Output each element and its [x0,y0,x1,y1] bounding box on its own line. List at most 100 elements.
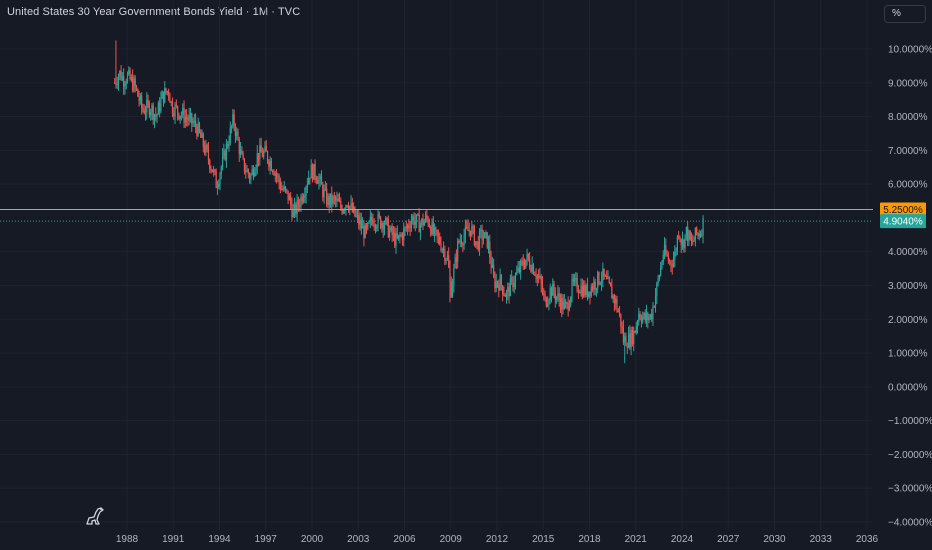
candle-body [278,175,280,183]
x-tick-label: 2009 [440,534,463,545]
candle-body [657,278,659,284]
candle-body [580,285,582,293]
candle-body [392,232,395,236]
candle-body [513,282,515,288]
candle-body [525,259,527,268]
candle-body [201,133,203,138]
candle-body [699,234,702,237]
candle-body [386,217,388,219]
candle-body [206,144,208,150]
candle-body [486,232,488,248]
candle-body [310,164,312,179]
candle-body [421,218,423,225]
candle-body [531,264,533,272]
candle-body [216,186,219,188]
candle-body [308,177,310,185]
candle-body [503,294,505,296]
candle-body [318,179,320,184]
candle-body [653,306,655,308]
candle-body [243,158,246,172]
candle-body [218,183,220,187]
candle-body [329,193,332,206]
candle-body [227,144,229,147]
candle-body [639,313,641,319]
x-tick-label: 1991 [162,534,185,545]
candle-body [562,298,564,310]
candle-body [423,221,425,226]
candle-body [702,218,704,236]
candle-body [558,293,560,301]
y-tick-label: 9.0000% [888,78,928,89]
candle-body [166,91,168,93]
candle-body [675,250,677,252]
candle-body [221,155,224,168]
candle-body [251,169,253,175]
candle-body [200,131,202,138]
candle-body [478,231,481,250]
candle-body [342,209,344,213]
candle-body [504,294,506,297]
candle-body [345,205,347,210]
candle-body [621,326,623,328]
candle-body [692,241,694,243]
candle-body [327,196,329,205]
y-tick-label: −4.0000% [888,518,932,529]
x-tick-label: 1988 [116,534,139,545]
unit-toggle-button[interactable]: % [884,5,926,23]
x-tick-label: 2000 [301,534,324,545]
candle-body [701,234,703,236]
candle-body [500,275,502,286]
candle-body [192,122,194,124]
candle-body [661,262,663,267]
candle-body [177,106,179,114]
candle-body [607,277,609,279]
candle-body [232,114,234,126]
candle-body [595,288,598,290]
candle-body [638,313,640,323]
candle-body [293,204,296,211]
x-tick-label: 1994 [208,534,231,545]
candle-body [678,236,680,238]
candle-body [283,186,285,190]
level-marker-box [880,202,926,217]
y-tick-label: 3.0000% [888,281,928,292]
candle-body [517,267,519,272]
candle-body [141,95,143,108]
candle-body [484,232,486,239]
candle-body [570,297,572,306]
y-tick-label: 0.0000% [888,382,928,393]
candle-body [286,189,288,191]
candle-body [162,91,165,103]
dinosaur-icon[interactable] [84,504,106,526]
y-tick-label: 8.0000% [888,112,928,123]
candle-body [146,99,148,113]
candle-body [432,222,434,234]
candle-body [337,198,339,202]
candle-body [672,259,675,267]
candle-body [256,153,258,167]
candle-body [547,303,549,307]
candle-body [259,145,261,160]
candle-body [205,144,207,153]
candle-body [212,169,215,172]
candle-body [241,149,243,155]
candle-body [446,255,449,260]
candle-body [676,236,678,251]
candle-body [624,336,626,342]
candle-body [604,275,607,277]
candle-body [320,176,323,185]
candle-body [164,88,166,103]
candle-body [485,232,487,234]
candle-body [642,316,644,322]
candle-body [408,224,410,228]
candle-body [571,279,573,298]
candle-body [685,226,687,235]
candle-body [263,151,265,157]
candle-body [581,285,583,297]
candles [114,40,704,364]
candle-body [184,117,186,123]
candle-body [403,228,405,241]
candle-body [257,153,260,160]
candle-body [161,91,163,99]
